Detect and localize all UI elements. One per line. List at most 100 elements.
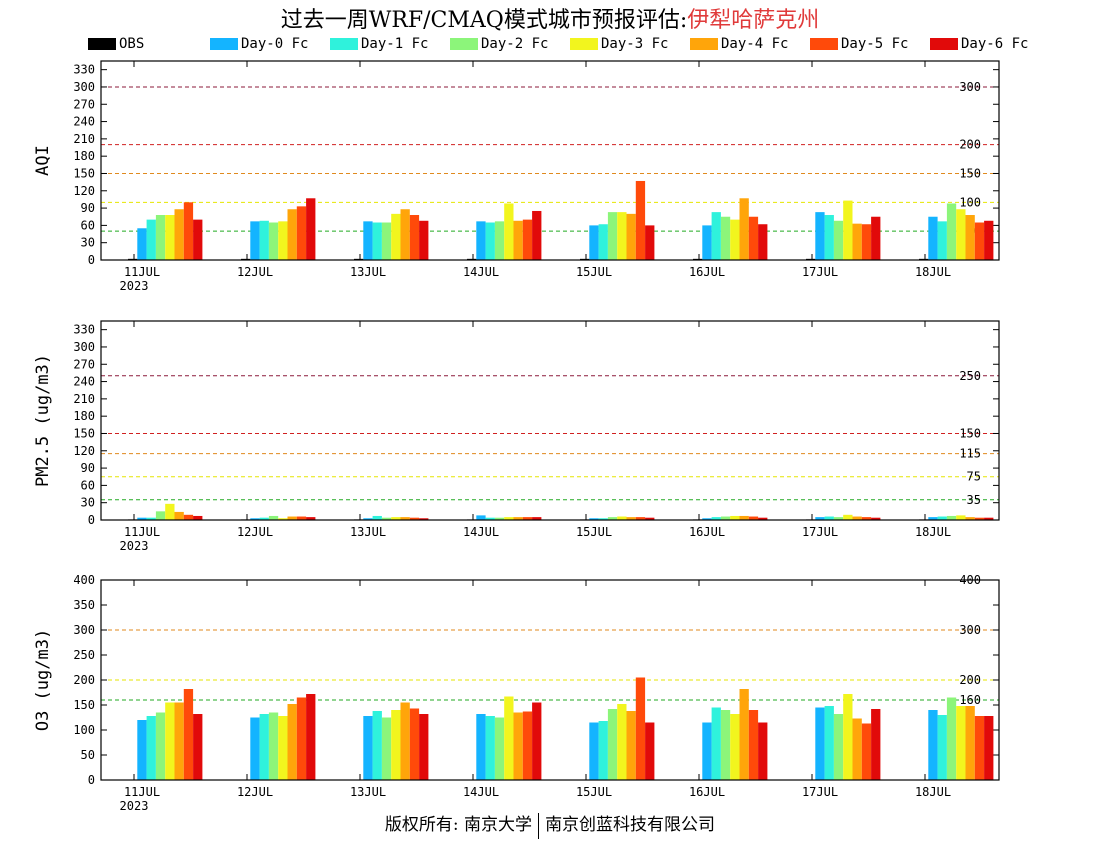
bar-day-2-fc bbox=[268, 515, 279, 520]
threshold-label: 160 bbox=[959, 693, 981, 707]
y-tick-label: 210 bbox=[73, 132, 95, 146]
bar-day-1-fc bbox=[824, 706, 834, 780]
bar-day-0-fc bbox=[363, 716, 373, 780]
y-tick-label: 150 bbox=[73, 166, 95, 180]
bar-day-2-fc bbox=[720, 516, 731, 520]
bar-day-4-fc bbox=[965, 215, 975, 260]
y-tick-label: 200 bbox=[73, 673, 95, 687]
bar-day-4-fc bbox=[174, 702, 184, 780]
bar-day-4-fc bbox=[739, 515, 749, 520]
bar-day-0-fc bbox=[815, 212, 825, 260]
bar-day-4-fc bbox=[739, 689, 749, 780]
legend-label: Day-1 Fc bbox=[361, 36, 429, 52]
y-tick-label: 120 bbox=[73, 184, 95, 198]
bar-day-3-fc bbox=[843, 200, 853, 260]
y-axis-label: O3 (ug/m3) bbox=[33, 629, 53, 731]
x-tick-label: 14JUL bbox=[463, 265, 499, 279]
threshold-label: 115 bbox=[959, 447, 981, 461]
bar-day-4-fc bbox=[287, 704, 297, 780]
legend-label: Day-2 Fc bbox=[481, 36, 549, 52]
x-tick-label: 16JUL bbox=[689, 785, 725, 799]
bar-day-1-fc bbox=[372, 711, 382, 780]
threshold-label: 300 bbox=[959, 623, 981, 637]
bar-day-1-fc bbox=[598, 721, 608, 780]
bar-day-1-fc bbox=[372, 222, 382, 260]
bar-day-4-fc bbox=[400, 517, 410, 520]
legend-swatch bbox=[930, 38, 958, 50]
year-label: 2023 bbox=[120, 539, 149, 553]
bar-day-1-fc bbox=[146, 716, 156, 780]
footer-separator bbox=[538, 812, 540, 839]
bar-day-6-fc bbox=[645, 722, 655, 780]
threshold-label: 200 bbox=[959, 138, 981, 152]
bar-day-0-fc bbox=[250, 221, 260, 260]
legend-item-0: OBS bbox=[88, 36, 144, 52]
bar-day-3-fc bbox=[278, 221, 288, 260]
bar-day-0-fc bbox=[815, 517, 825, 520]
panel-1: 35 75 115 150 250 0 30 60 90 120 150 180 210 240 270 30… bbox=[33, 320, 1000, 553]
bar-day-1-fc bbox=[824, 516, 834, 520]
x-tick-label: 12JUL bbox=[237, 525, 273, 539]
bar-day-3-fc bbox=[391, 710, 401, 780]
x-tick-label: 13JUL bbox=[350, 265, 386, 279]
x-tick-label: 13JUL bbox=[350, 785, 386, 799]
bar-day-1-fc bbox=[259, 714, 269, 780]
bar-day-4-fc bbox=[626, 517, 636, 520]
bar-day-0-fc bbox=[137, 228, 147, 260]
y-tick-label: 150 bbox=[73, 426, 95, 440]
plot-frame bbox=[100, 60, 1000, 261]
bar-day-4-fc bbox=[626, 213, 636, 260]
legend-label: OBS bbox=[119, 36, 145, 52]
bar-day-1-fc bbox=[485, 716, 495, 780]
bar-day-0-fc bbox=[476, 515, 486, 520]
title-prefix: 过去一周WRF/CMAQ模式城市预报评估: bbox=[280, 8, 688, 33]
bar-day-2-fc bbox=[607, 709, 618, 780]
bar-day-5-fc bbox=[409, 517, 420, 520]
bar-day-3-fc bbox=[617, 704, 627, 780]
y-tick-label: 30 bbox=[81, 236, 95, 250]
y-tick-label: 270 bbox=[73, 97, 95, 111]
bar-day-2-fc bbox=[494, 717, 505, 780]
y-tick-label: 0 bbox=[88, 773, 95, 787]
legend-item-5: Day-4 Fc bbox=[690, 36, 788, 52]
chart-title: 过去一周WRF/CMAQ模式城市预报评估:伊犁哈萨克州 bbox=[0, 2, 1100, 34]
y-tick-label: 50 bbox=[81, 748, 95, 762]
threshold-label: 35 bbox=[967, 493, 981, 507]
bar-day-6-fc bbox=[871, 709, 881, 780]
y-tick-label: 330 bbox=[73, 63, 95, 77]
legend-swatch bbox=[570, 38, 598, 50]
x-tick-label: 18JUL bbox=[915, 525, 951, 539]
bar-day-1-fc bbox=[146, 517, 156, 520]
y-tick-label: 60 bbox=[81, 218, 95, 232]
bar-day-5-fc bbox=[861, 723, 872, 780]
y-tick-label: 60 bbox=[81, 478, 95, 492]
y-tick-label: 240 bbox=[73, 375, 95, 389]
y-tick-label: 180 bbox=[73, 149, 95, 163]
y-tick-label: 0 bbox=[88, 253, 95, 267]
bar-day-0-fc bbox=[137, 517, 147, 520]
legend-swatch bbox=[330, 38, 358, 50]
y-tick-label: 330 bbox=[73, 323, 95, 337]
legend-label: Day-5 Fc bbox=[841, 36, 909, 52]
bar-day-1-fc bbox=[711, 517, 721, 520]
x-tick-label: 14JUL bbox=[463, 525, 499, 539]
legend-swatch bbox=[210, 38, 238, 50]
x-tick-label: 16JUL bbox=[689, 265, 725, 279]
x-tick-label: 11JUL bbox=[124, 785, 160, 799]
bar-day-3-fc bbox=[391, 517, 401, 520]
y-tick-label: 210 bbox=[73, 392, 95, 406]
bar-day-0-fc bbox=[928, 710, 938, 780]
bar-day-4-fc bbox=[287, 209, 297, 260]
threshold-label: 100 bbox=[959, 195, 981, 209]
y-tick-label: 300 bbox=[73, 80, 95, 94]
bar-day-0-fc bbox=[702, 225, 712, 260]
bar-day-6-fc bbox=[645, 225, 655, 260]
bar-day-6-fc bbox=[758, 722, 768, 780]
x-tick-label: 15JUL bbox=[576, 785, 612, 799]
x-tick-label: 17JUL bbox=[802, 525, 838, 539]
bar-day-1-fc bbox=[824, 215, 834, 260]
y-tick-label: 300 bbox=[73, 623, 95, 637]
bar-day-4-fc bbox=[513, 712, 523, 780]
bar-day-5-fc bbox=[296, 697, 307, 780]
bar-day-5-fc bbox=[296, 516, 307, 520]
